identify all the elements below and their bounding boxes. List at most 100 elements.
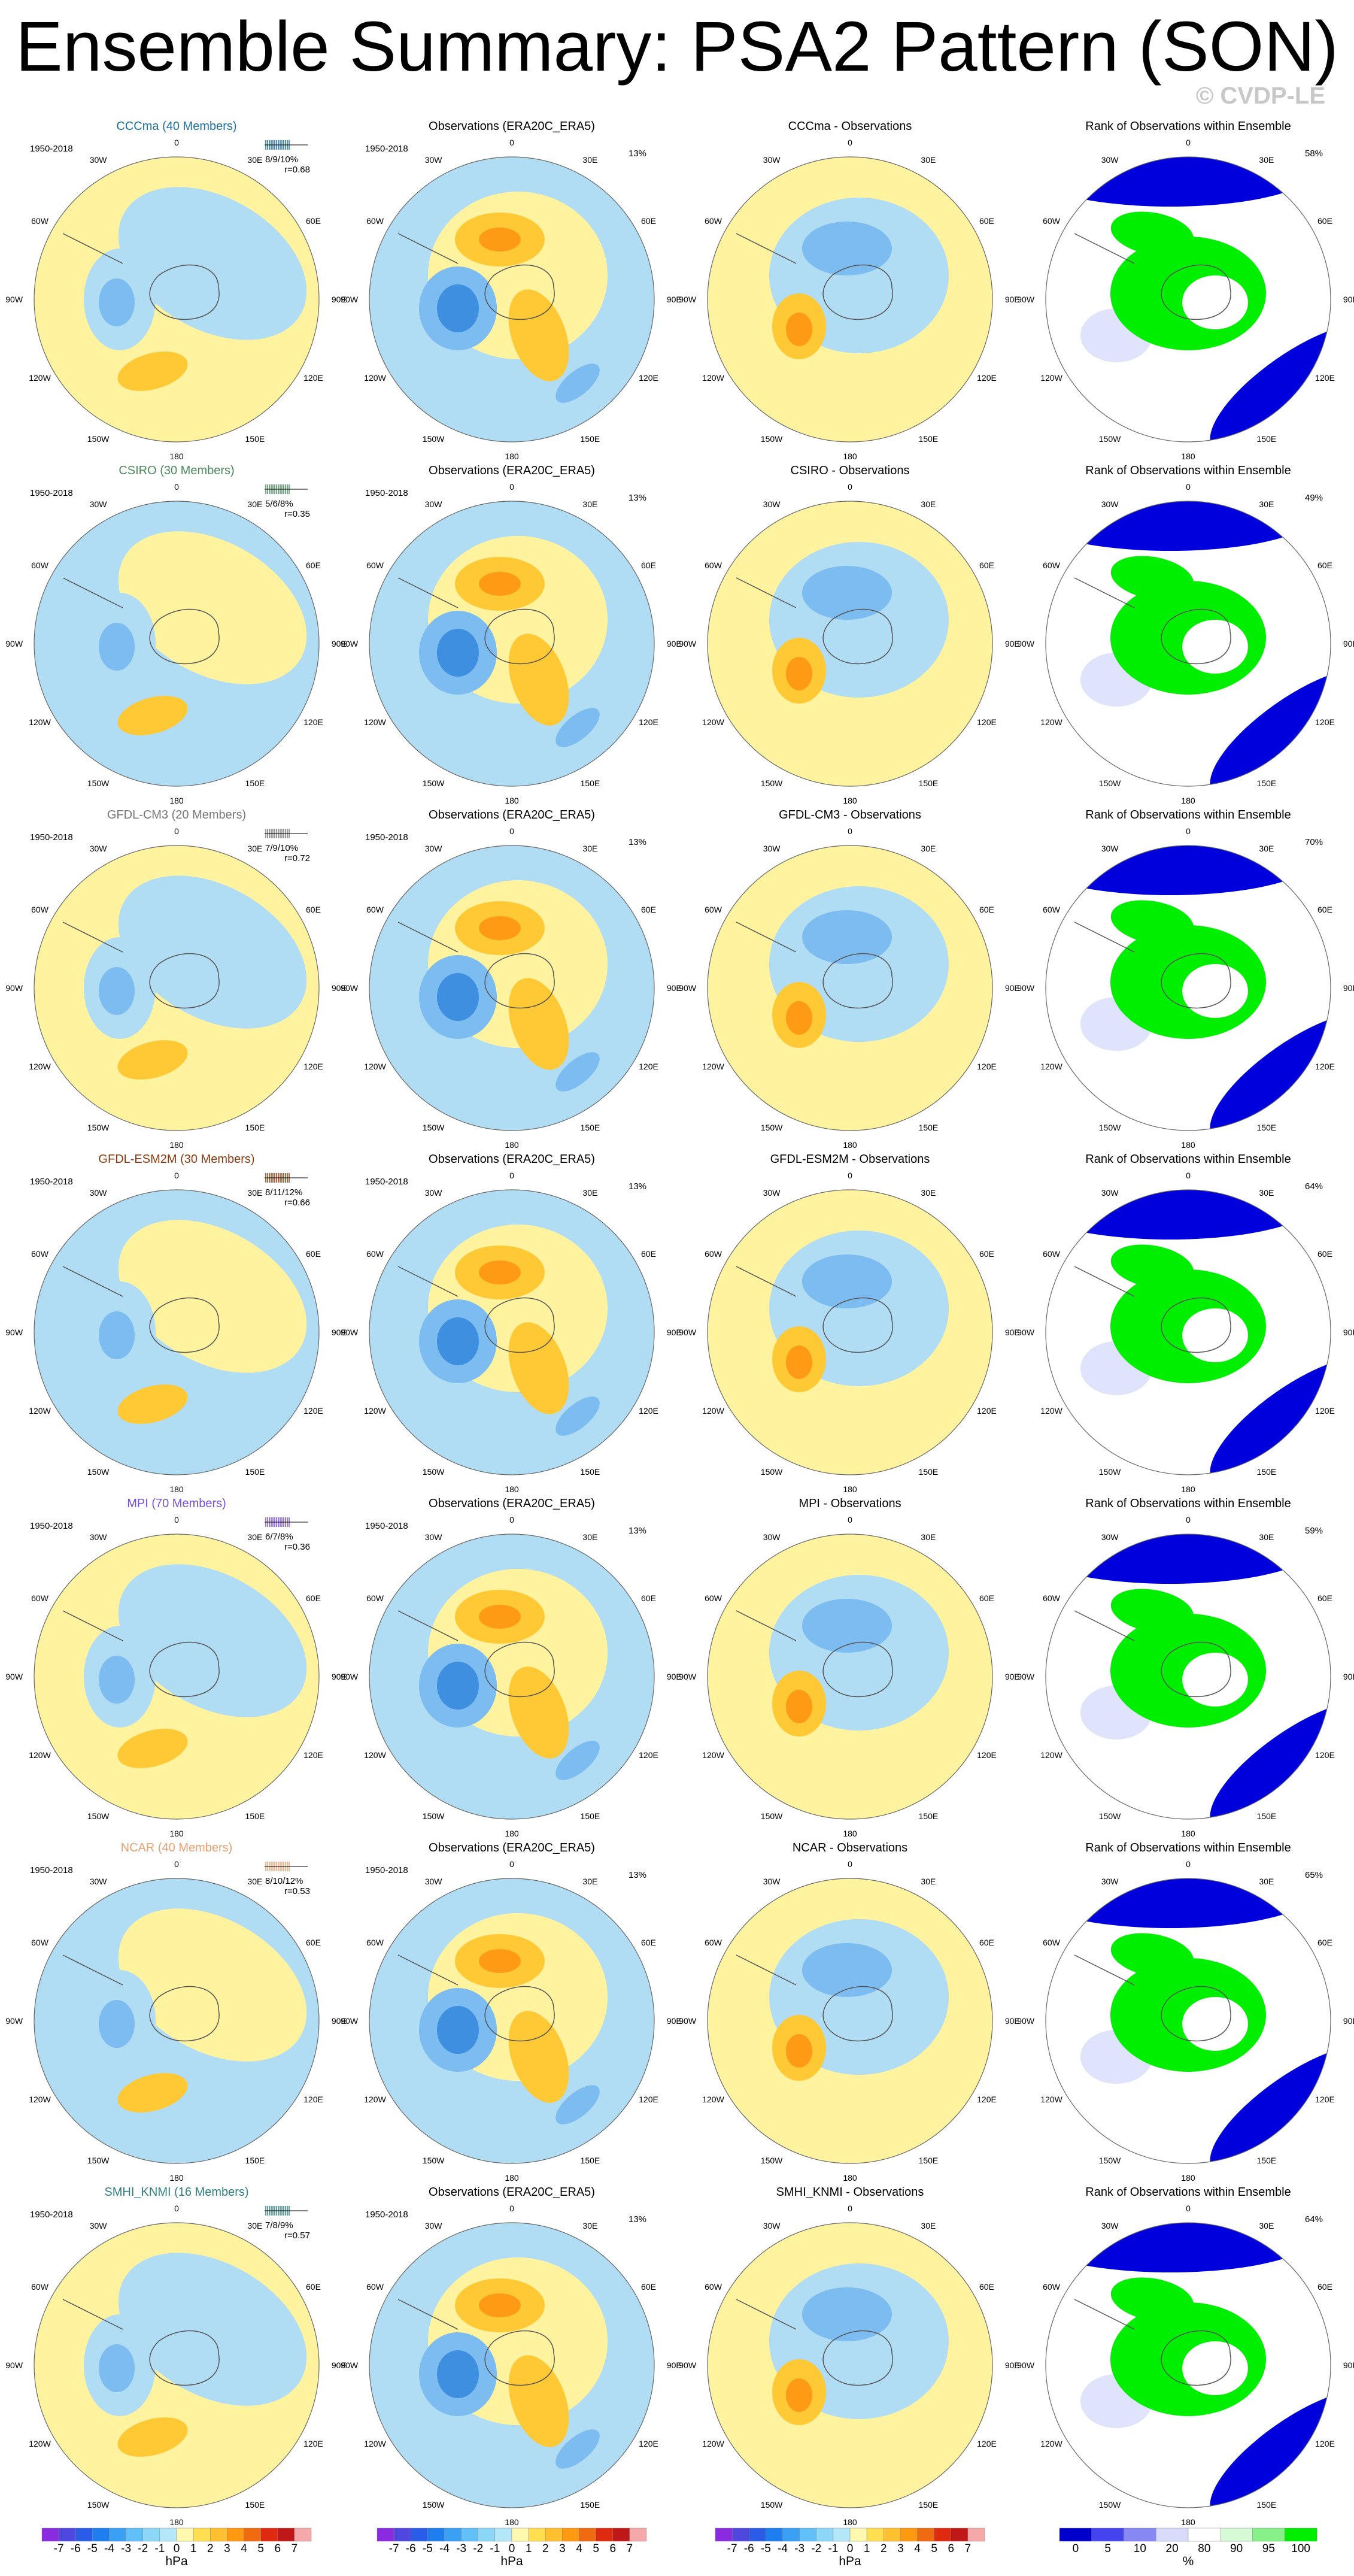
rank-blue-region — [1210, 2389, 1331, 2508]
coastline — [62, 1954, 123, 1986]
longitude-label: 150E — [580, 2156, 600, 2166]
longitude-label: 90W — [1017, 1672, 1035, 1681]
obs-map — [369, 156, 655, 443]
rank-blue-region — [1046, 845, 1314, 895]
coastline — [1074, 1610, 1135, 1641]
longitude-label: 0 — [174, 2204, 179, 2214]
longitude-label: 180 — [843, 451, 857, 461]
rank-blue-region — [1046, 1878, 1314, 1928]
colorbar-swatch — [1220, 2527, 1253, 2542]
diff-map — [707, 845, 993, 1131]
antarctica-coastline — [149, 608, 220, 665]
colorbar-swatch — [109, 2527, 126, 2542]
longitude-label: 150W — [1098, 1123, 1121, 1133]
coastline — [1074, 233, 1135, 264]
longitude-label: 30W — [89, 843, 107, 853]
longitude-label: 90W — [341, 2016, 359, 2026]
rank-blue-region — [1046, 157, 1314, 207]
anomaly-region — [479, 916, 521, 940]
longitude-label: 30W — [1101, 499, 1119, 509]
longitude-label: 180 — [1181, 1139, 1195, 1150]
longitude-label: 120E — [639, 1061, 658, 1071]
ensemble-stats: 7/9/10% — [265, 843, 299, 853]
longitude-label: 150W — [760, 1811, 783, 1822]
longitude-label: 120E — [977, 372, 997, 383]
longitude-label: 180 — [1181, 795, 1195, 805]
colorbar-swatch — [967, 2527, 985, 2542]
colorbar-swatch — [799, 2527, 816, 2542]
longitude-label: 0 — [1186, 2204, 1191, 2214]
longitude-label: 60E — [641, 560, 656, 571]
pattern-correlation: r=0.72 — [284, 853, 310, 863]
longitude-label: 120E — [1315, 372, 1335, 383]
obs-map — [369, 1189, 655, 1475]
ensemble-title: GFDL-ESM2M (30 Members) — [98, 1153, 255, 1166]
longitude-label: 120W — [702, 717, 724, 727]
antarctica-coastline — [822, 2330, 893, 2386]
longitude-label: 90W — [5, 639, 23, 648]
longitude-label: 60E — [979, 216, 994, 226]
colorbar-tick-label: 6 — [609, 2542, 617, 2555]
anomaly-region — [437, 629, 479, 677]
longitude-label: 30E — [1259, 1187, 1274, 1198]
longitude-label: 180 — [843, 2172, 857, 2183]
ensemble-stats: 6/7/8% — [265, 1532, 293, 1542]
anomaly-region — [117, 1729, 188, 1768]
period-label: 1950-2018 — [30, 1177, 73, 1187]
longitude-label: 180 — [169, 2172, 184, 2183]
longitude-label: 180 — [505, 1484, 519, 1494]
longitude-label: 90W — [679, 295, 697, 304]
ens-map — [34, 845, 320, 1131]
longitude-label: 30E — [1259, 1876, 1274, 1886]
coastline — [736, 1266, 797, 1297]
colorbar-swatch — [210, 2527, 227, 2542]
longitude-label: 90W — [679, 1672, 697, 1681]
colorbar-swatch — [934, 2527, 951, 2542]
rank-white-region — [1182, 275, 1248, 329]
longitude-label: 30E — [582, 843, 598, 853]
longitude-label: 150E — [1256, 1467, 1277, 1477]
longitude-label: 30E — [921, 843, 936, 853]
longitude-label: 150W — [760, 2500, 783, 2510]
longitude-label: 30E — [921, 2220, 936, 2230]
anomaly-region — [117, 351, 188, 391]
longitude-label: 120W — [702, 2094, 724, 2104]
longitude-label: 90W — [679, 2360, 697, 2370]
colorbar-swatch — [411, 2527, 428, 2542]
anomaly-region — [437, 1662, 479, 1710]
map-border — [34, 2222, 320, 2508]
longitude-label: 60E — [979, 1938, 994, 1948]
longitude-label: 90W — [5, 983, 23, 993]
ensemble-spread-glyph — [265, 140, 308, 150]
longitude-label: 30W — [763, 843, 781, 853]
colorbar-swatch — [511, 2527, 529, 2542]
colorbar-tick-label: 1 — [190, 2542, 197, 2555]
longitude-label: 30W — [89, 499, 107, 509]
antarctica-coastline — [822, 1297, 893, 1353]
longitude-label: 90E — [1004, 1328, 1020, 1337]
colorbar-tick-label: -3 — [794, 2542, 805, 2555]
longitude-label: 120E — [303, 1061, 323, 1071]
longitude-label: 120E — [639, 1750, 658, 1760]
longitude-label: 30W — [763, 2220, 781, 2230]
observations-title: Observations (ERA20C_ERA5) — [429, 120, 595, 133]
longitude-label: 120W — [1040, 1405, 1062, 1416]
longitude-label: 60E — [979, 1249, 994, 1259]
longitude-label: 150W — [422, 2156, 445, 2166]
longitude-label: 90W — [1017, 1328, 1035, 1337]
longitude-label: 120W — [364, 2438, 386, 2448]
colorbar-tick-label: 100 — [1291, 2542, 1310, 2555]
longitude-label: 30E — [582, 1187, 598, 1198]
longitude-label: 150E — [245, 778, 265, 789]
longitude-label: 180 — [169, 1828, 184, 1838]
longitude-label: 150E — [1256, 778, 1277, 789]
longitude-label: 0 — [848, 138, 852, 148]
longitude-label: 90E — [666, 983, 682, 993]
longitude-label: 60E — [641, 216, 656, 226]
colorbar-tick-label: -5 — [422, 2542, 433, 2555]
longitude-label: 0 — [1186, 1171, 1191, 1181]
anomaly-region — [479, 2293, 521, 2317]
period-label: 1950-2018 — [30, 2210, 73, 2220]
longitude-label: 150E — [580, 1811, 600, 1822]
longitude-label: 180 — [843, 2517, 857, 2527]
